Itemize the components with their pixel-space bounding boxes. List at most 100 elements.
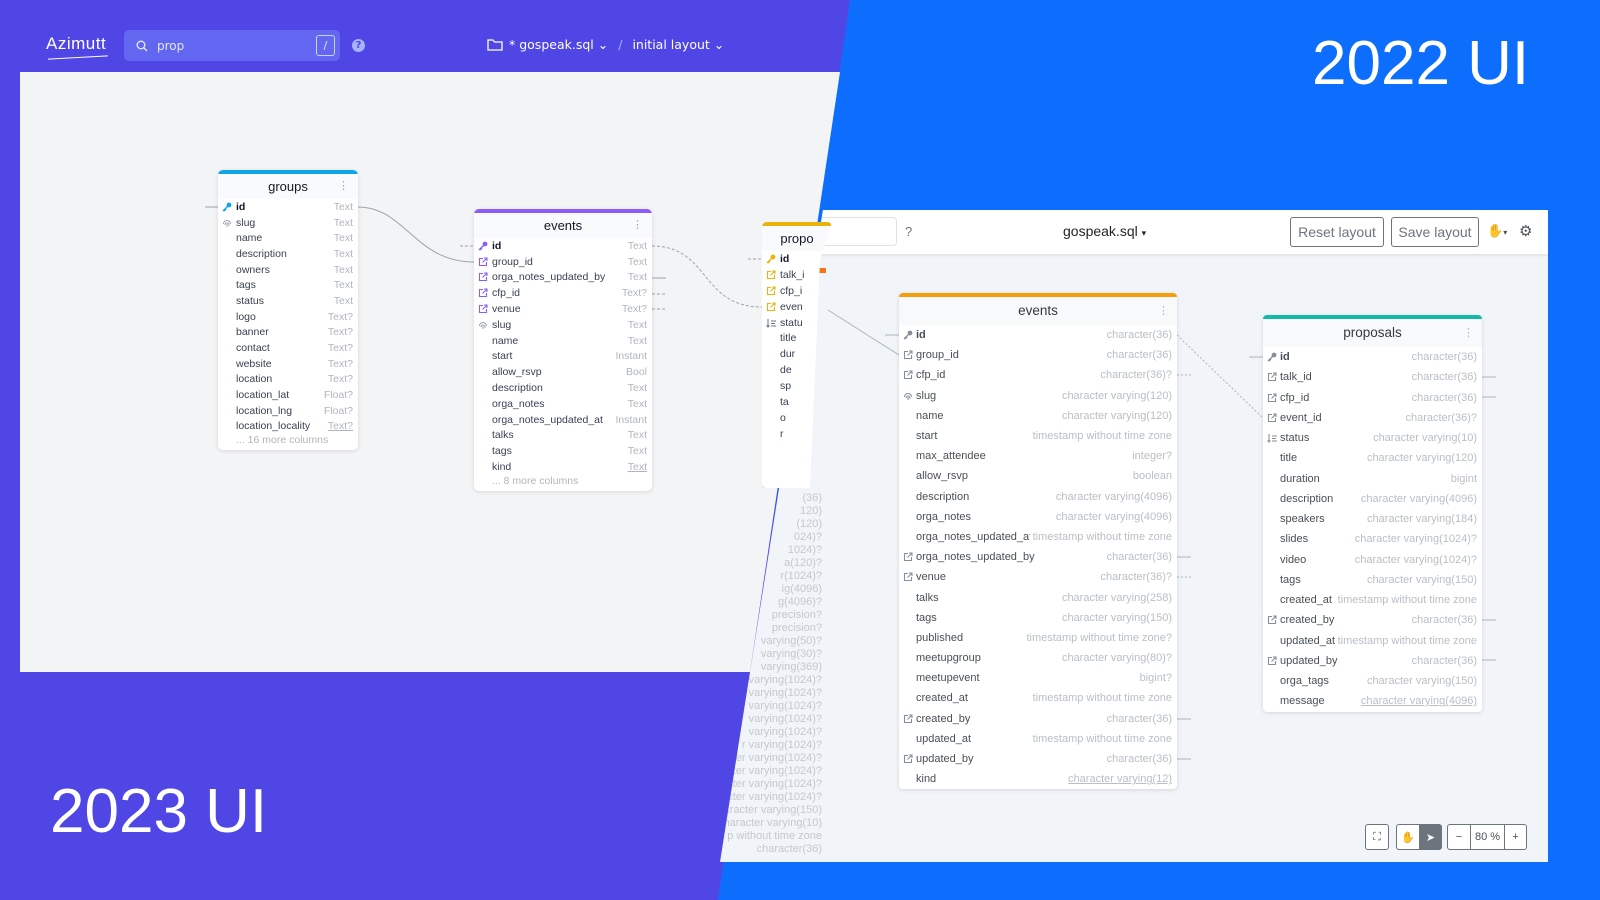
column-row[interactable]: title: [762, 330, 832, 346]
search-input[interactable]: prop /: [124, 30, 340, 61]
column-row[interactable]: tags Text: [474, 443, 652, 459]
more-columns-link[interactable]: ... 8 more columns: [492, 474, 579, 487]
zoom-out-button[interactable]: −: [1455, 831, 1463, 843]
column-row[interactable]: statu: [762, 315, 832, 331]
more-vertical-icon[interactable]: ⋮: [632, 219, 643, 231]
hand-icon[interactable]: ✋: [1401, 831, 1415, 844]
column-row[interactable]: talk_i: [762, 267, 832, 283]
erd-canvas-2023[interactable]: groups ⋮ id Text slug Text name Text description…: [20, 72, 840, 672]
column-row[interactable]: cfp_id character(36): [1263, 388, 1482, 408]
table-header[interactable]: events ⋮: [899, 297, 1177, 325]
column-row[interactable]: slug Text: [474, 317, 652, 333]
column-row[interactable]: location_locality Text?: [218, 419, 358, 435]
column-row[interactable]: talks character varying(258): [899, 587, 1177, 607]
column-row[interactable]: name Text: [218, 230, 358, 246]
column-row[interactable]: cfp_id character(36)?: [899, 365, 1177, 385]
table-header[interactable]: groups ⋮: [218, 174, 358, 199]
column-row[interactable]: orga_notes character varying(4096): [899, 507, 1177, 527]
table-header[interactable]: events ⋮: [474, 213, 652, 238]
hand-icon[interactable]: ✋▾: [1487, 223, 1508, 238]
column-row[interactable]: updated_by character(36): [1263, 651, 1482, 671]
more-vertical-icon[interactable]: ⋮: [1463, 327, 1474, 339]
column-row[interactable]: status Text: [218, 293, 358, 309]
column-row[interactable]: owners Text: [218, 262, 358, 278]
column-row[interactable]: updated_at timestamp without time zone: [899, 729, 1177, 749]
more-vertical-icon[interactable]: ⋮: [1158, 305, 1169, 317]
column-row[interactable]: created_at timestamp without time zone: [1263, 590, 1482, 610]
column-row[interactable]: location_lng Float?: [218, 403, 358, 419]
column-row[interactable]: website Text?: [218, 356, 358, 372]
column-row[interactable]: logo Text?: [218, 309, 358, 325]
column-row[interactable]: talk_id character(36): [1263, 367, 1482, 387]
column-row[interactable]: start timestamp without time zone: [899, 426, 1177, 446]
more-columns-link[interactable]: ... 16 more columns: [236, 434, 329, 447]
column-row[interactable]: even: [762, 299, 832, 315]
column-row[interactable]: id character(36): [1263, 347, 1482, 367]
column-row[interactable]: updated_by character(36): [899, 749, 1177, 769]
project-selector[interactable]: gospeak.sql ▾: [1063, 223, 1146, 239]
column-row[interactable]: message character varying(4096): [1263, 691, 1482, 711]
column-row[interactable]: id character(36): [899, 325, 1177, 345]
column-row[interactable]: name character varying(120): [899, 406, 1177, 426]
column-row[interactable]: allow_rsvp boolean: [899, 466, 1177, 486]
column-row[interactable]: banner Text?: [218, 325, 358, 341]
fullscreen-icon[interactable]: [707, 705, 736, 733]
table-events[interactable]: events ⋮ id Text group_id Text orga_notes_upda…: [474, 209, 652, 491]
column-row[interactable]: meetupgroup character varying(80)?: [899, 648, 1177, 668]
more-vertical-icon[interactable]: ⋮: [338, 180, 349, 192]
table-header[interactable]: propo: [762, 226, 832, 251]
column-row[interactable]: group_id Text: [474, 254, 652, 270]
column-row[interactable]: orga_tags character varying(150): [1263, 671, 1482, 691]
column-row[interactable]: group_id character(36): [899, 345, 1177, 365]
column-row[interactable]: slides character varying(1024)?: [1263, 529, 1482, 549]
column-row[interactable]: orga_notes_updated_by character(36): [899, 547, 1177, 567]
question-circle-icon[interactable]: ?: [352, 39, 365, 52]
column-row[interactable]: o: [762, 410, 832, 426]
column-row[interactable]: speakers character varying(184): [1263, 509, 1482, 529]
column-row[interactable]: location_lat Float?: [218, 387, 358, 403]
column-row[interactable]: published timestamp without time zone?: [899, 628, 1177, 648]
column-row[interactable]: orga_notes_updated_at Instant: [474, 412, 652, 428]
column-row[interactable]: sp: [762, 378, 832, 394]
column-row[interactable]: orga_notes Text: [474, 396, 652, 412]
azimutt-logo[interactable]: Azimutt: [46, 34, 107, 53]
help-button[interactable]: ?: [905, 224, 913, 239]
column-row[interactable]: meetupevent bigint?: [899, 668, 1177, 688]
column-row[interactable]: created_at timestamp without time zone: [899, 688, 1177, 708]
column-row[interactable]: tags character varying(150): [899, 608, 1177, 628]
column-row[interactable]: ta: [762, 394, 832, 410]
reset-layout-button[interactable]: Reset layout: [1290, 217, 1384, 247]
column-row[interactable]: id: [762, 251, 832, 267]
column-row[interactable]: max_attendee integer?: [899, 446, 1177, 466]
project-selector[interactable]: * gospeak.sql ⌄: [509, 37, 608, 52]
column-row[interactable]: r: [762, 426, 832, 442]
column-row[interactable]: updated_at timestamp without time zone: [1263, 631, 1482, 651]
column-row[interactable]: description character varying(4096): [899, 487, 1177, 507]
column-row[interactable]: venue character(36)?: [899, 567, 1177, 587]
column-row[interactable]: slug character varying(120): [899, 386, 1177, 406]
column-row[interactable]: tags character varying(150): [1263, 570, 1482, 590]
layout-selector[interactable]: initial layout ⌄: [632, 37, 724, 52]
column-row[interactable]: cfp_i: [762, 283, 832, 299]
column-row[interactable]: contact Text?: [218, 340, 358, 356]
table-header[interactable]: proposals ⋮: [1263, 319, 1482, 347]
column-row[interactable]: kind character varying(12): [899, 769, 1177, 789]
column-row[interactable]: event_id character(36)?: [1263, 408, 1482, 428]
column-row[interactable]: description Text: [474, 380, 652, 396]
pointer-icon[interactable]: ➤: [1419, 825, 1441, 849]
column-row[interactable]: tags Text: [218, 277, 358, 293]
zoom-in-button[interactable]: +: [1504, 825, 1526, 849]
column-row[interactable]: allow_rsvp Bool: [474, 364, 652, 380]
column-row[interactable]: kind Text: [474, 459, 652, 475]
column-row[interactable]: description Text: [218, 246, 358, 262]
column-row[interactable]: title character varying(120): [1263, 448, 1482, 468]
column-row[interactable]: start Instant: [474, 349, 652, 365]
save-layout-button[interactable]: Save layout: [1391, 217, 1479, 247]
table-proposals[interactable]: proposals ⋮ id character(36) talk_id characte…: [1263, 315, 1482, 712]
column-row[interactable]: id Text: [474, 238, 652, 254]
column-row[interactable]: slug Text: [218, 215, 358, 231]
column-row[interactable]: de: [762, 362, 832, 378]
column-row[interactable]: id Text: [218, 199, 358, 215]
column-row[interactable]: description character varying(4096): [1263, 489, 1482, 509]
column-row[interactable]: duration bigint: [1263, 469, 1482, 489]
